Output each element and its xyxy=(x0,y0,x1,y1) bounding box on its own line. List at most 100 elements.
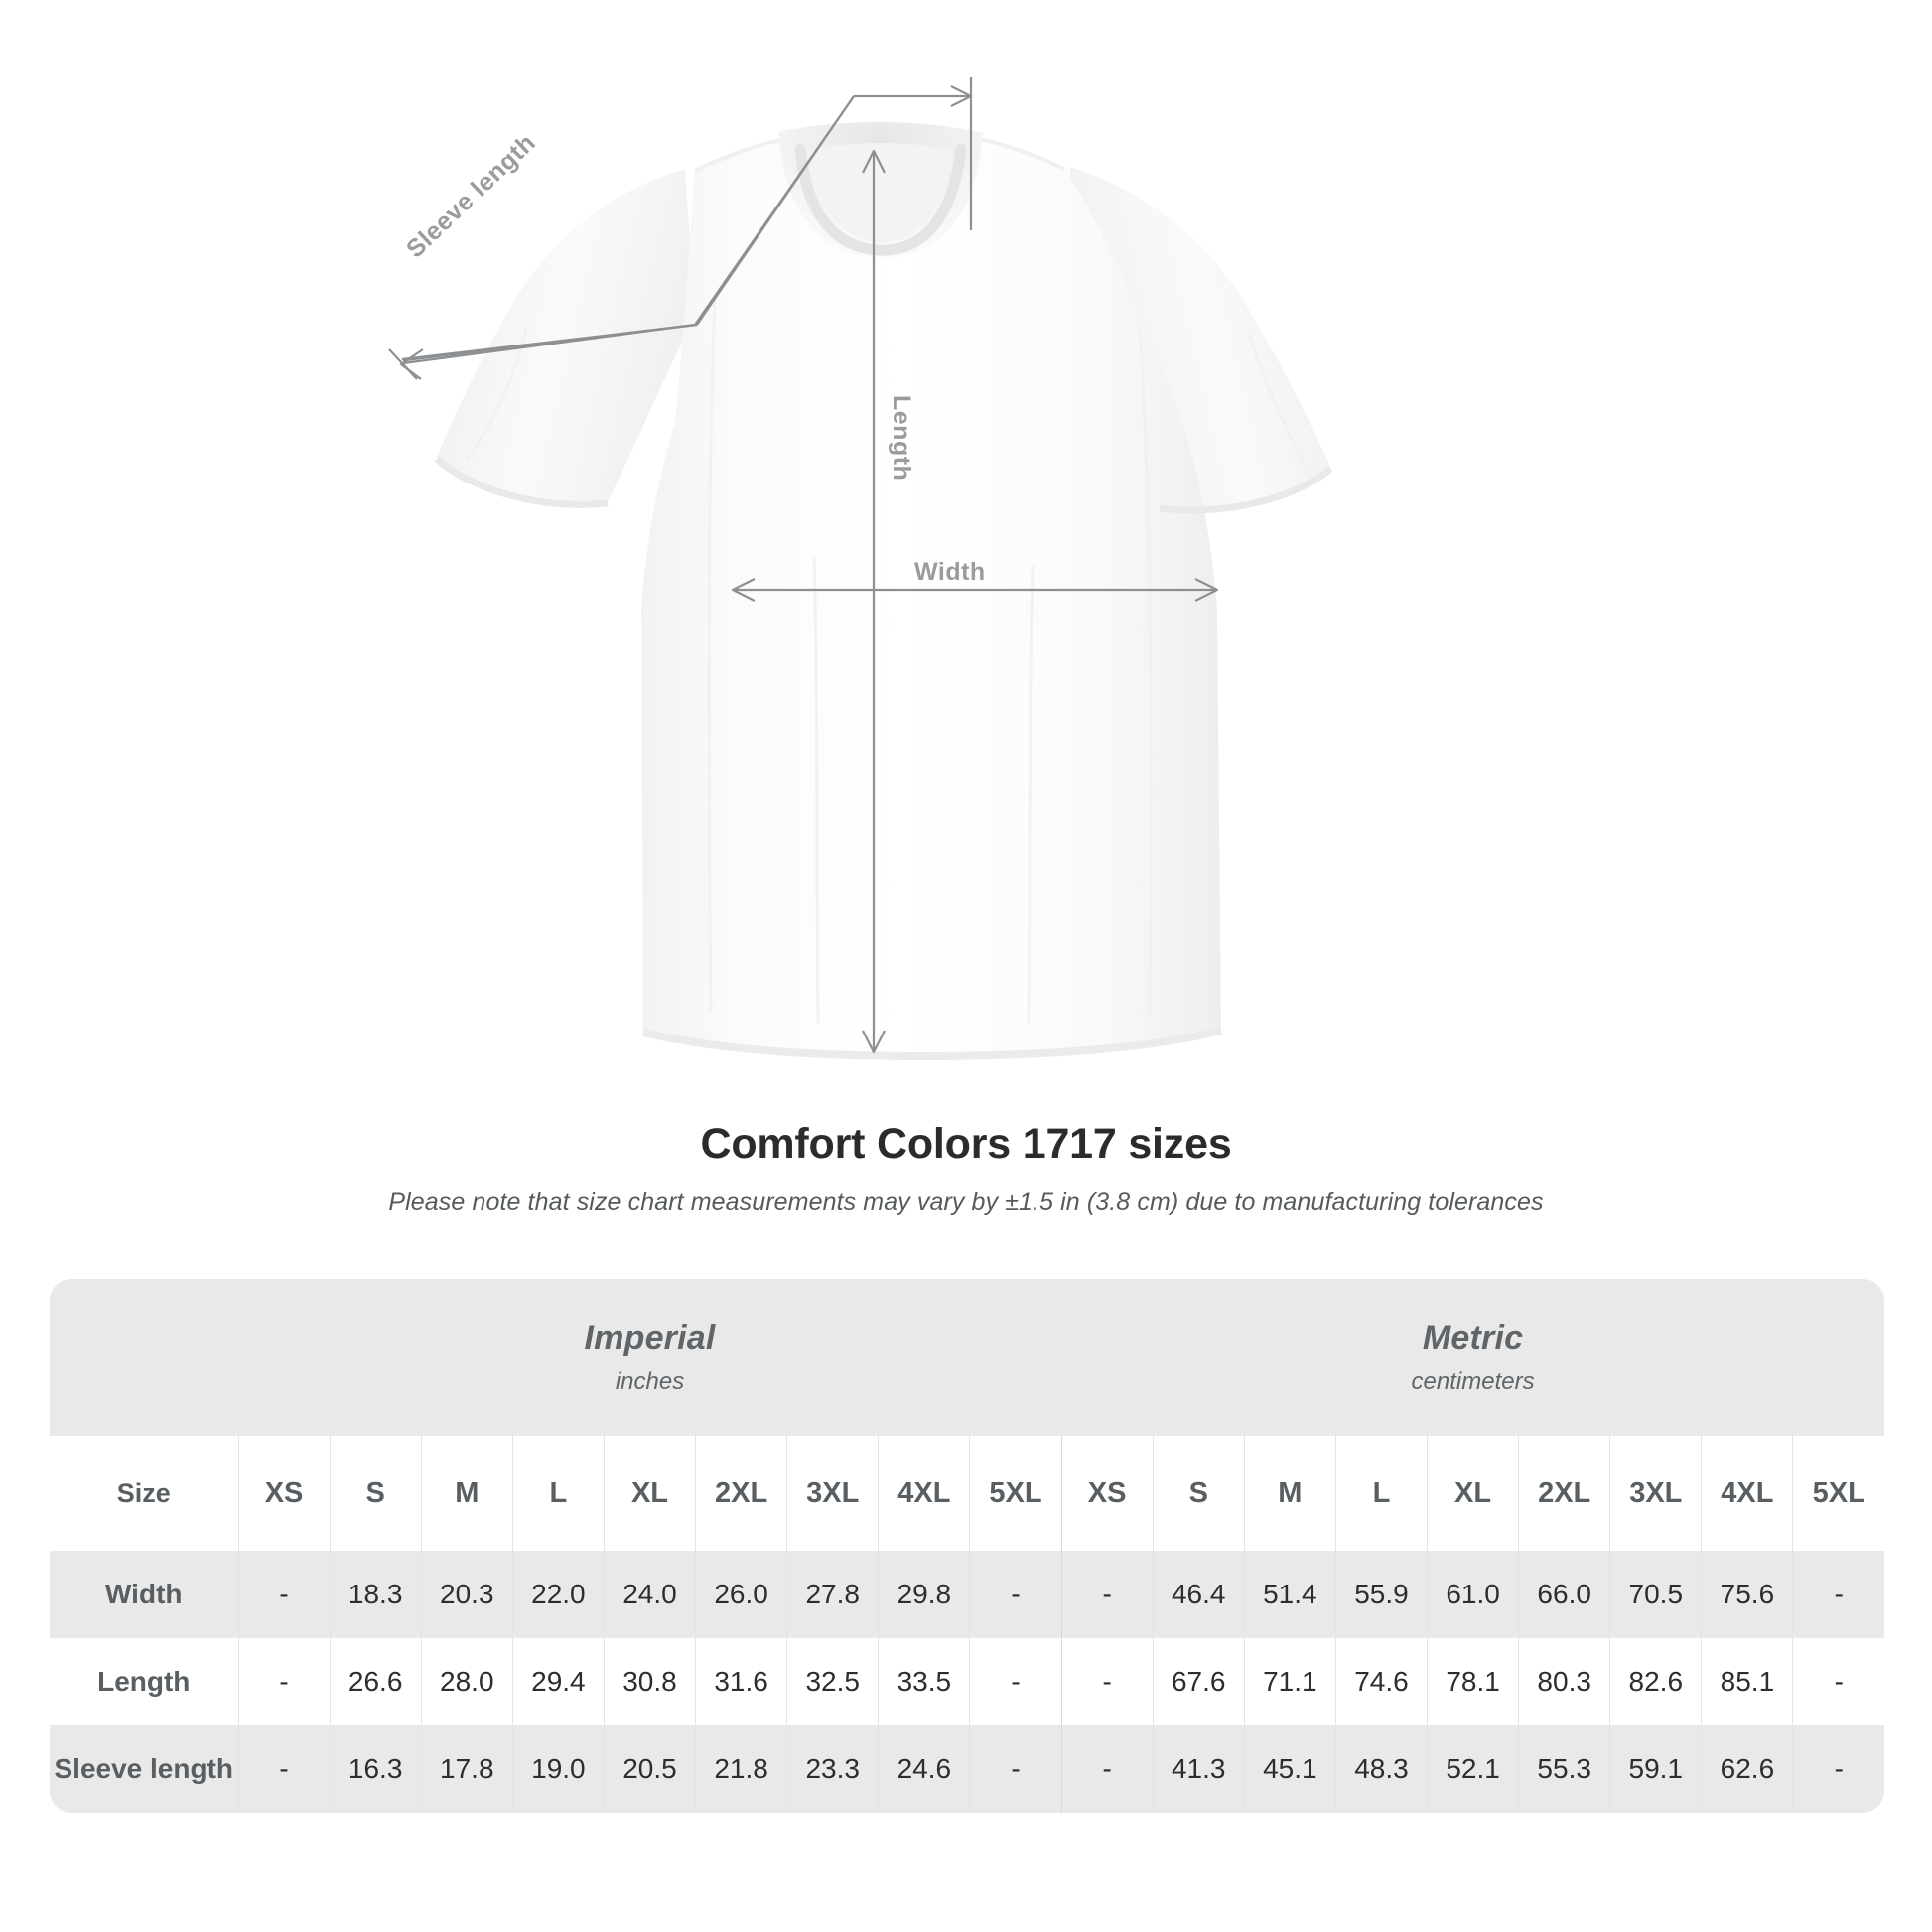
cell-width-imperial-2xl: 26.0 xyxy=(695,1551,787,1638)
size-header-metric-4xl: 4XL xyxy=(1701,1436,1793,1551)
cell-sleeve-length-imperial-2xl: 21.8 xyxy=(695,1725,787,1813)
table-row: Width -18.3 20.3 22.0 24.0 26.0 27.8 29.8- -46.4… xyxy=(50,1551,1885,1638)
cell-width-imperial-4xl: 29.8 xyxy=(878,1551,970,1638)
length-label: Length xyxy=(888,395,915,482)
cell-length-metric-2xl: 80.3 xyxy=(1518,1638,1610,1725)
size-header-imperial-4xl: 4XL xyxy=(878,1436,970,1551)
row-label-sleeve-length: Sleeve length xyxy=(50,1725,238,1813)
sleeve-length-dimension xyxy=(388,77,973,380)
cell-width-metric-m: 51.4 xyxy=(1243,1551,1336,1638)
unit-subtitle: inches xyxy=(615,1367,685,1395)
cell-width-metric-l: 55.9 xyxy=(1334,1551,1428,1638)
cell-width-imperial-m: 20.3 xyxy=(420,1551,513,1638)
cell-length-imperial-xs: - xyxy=(237,1638,331,1725)
size-table-container: Imperial inches Metric centimeters Size XS S M L… xyxy=(50,1279,1885,1813)
cell-length-imperial-5xl: - xyxy=(969,1638,1062,1725)
cell-length-metric-3xl: 82.6 xyxy=(1609,1638,1702,1725)
cell-width-imperial-s: 18.3 xyxy=(329,1551,422,1638)
table-row: Sleeve length -16.3 17.8 19.0 20.5 21.8 23.3 24… xyxy=(50,1725,1885,1813)
size-header-imperial-5xl: 5XL xyxy=(969,1436,1062,1551)
cell-sleeve-length-imperial-s: 16.3 xyxy=(329,1725,422,1813)
size-header-imperial-xs: XS xyxy=(237,1436,331,1551)
cell-length-imperial-s: 26.6 xyxy=(329,1638,422,1725)
cell-sleeve-length-metric-5xl: - xyxy=(1792,1725,1885,1813)
size-header-metric-xs: XS xyxy=(1060,1436,1154,1551)
cell-length-imperial-3xl: 32.5 xyxy=(786,1638,879,1725)
unit-name: Imperial xyxy=(584,1318,716,1357)
cell-width-imperial-l: 22.0 xyxy=(511,1551,605,1638)
cell-length-metric-s: 67.6 xyxy=(1152,1638,1245,1725)
size-header-metric-s: S xyxy=(1152,1436,1245,1551)
size-header-metric-3xl: 3XL xyxy=(1609,1436,1702,1551)
size-header-metric-2xl: 2XL xyxy=(1518,1436,1610,1551)
size-header-label: Size xyxy=(50,1436,238,1551)
measurement-annotations xyxy=(388,77,1219,1054)
cell-sleeve-length-imperial-xl: 20.5 xyxy=(603,1725,696,1813)
cell-length-metric-5xl: - xyxy=(1792,1638,1885,1725)
size-header-metric-xl: XL xyxy=(1427,1436,1519,1551)
cell-sleeve-length-metric-xl: 52.1 xyxy=(1427,1725,1519,1813)
cell-length-imperial-l: 29.4 xyxy=(511,1638,605,1725)
size-header-metric-5xl: 5XL xyxy=(1792,1436,1885,1551)
unit-header-row: Imperial inches Metric centimeters xyxy=(50,1279,1885,1436)
row-label-width: Width xyxy=(50,1551,238,1638)
width-dimension xyxy=(731,578,1219,602)
size-header-imperial-s: S xyxy=(329,1436,422,1551)
cell-length-imperial-2xl: 31.6 xyxy=(695,1638,787,1725)
cell-length-imperial-m: 28.0 xyxy=(420,1638,513,1725)
cell-width-imperial-xs: - xyxy=(237,1551,331,1638)
size-header-imperial-2xl: 2XL xyxy=(695,1436,787,1551)
table-row: Length -26.6 28.0 29.4 30.8 31.6 32.5 33.5- -67.… xyxy=(50,1638,1885,1725)
cell-sleeve-length-imperial-xs: - xyxy=(237,1725,331,1813)
cell-width-imperial-3xl: 27.8 xyxy=(786,1551,879,1638)
cell-sleeve-length-imperial-l: 19.0 xyxy=(511,1725,605,1813)
unit-group-imperial: Imperial inches xyxy=(238,1279,1062,1436)
cell-sleeve-length-imperial-m: 17.8 xyxy=(420,1725,513,1813)
unit-name: Metric xyxy=(1422,1318,1524,1357)
size-header-imperial-m: M xyxy=(420,1436,513,1551)
cell-length-imperial-xl: 30.8 xyxy=(603,1638,696,1725)
row-label-length: Length xyxy=(50,1638,238,1725)
cell-sleeve-length-imperial-4xl: 24.6 xyxy=(878,1725,970,1813)
cell-sleeve-length-imperial-5xl: - xyxy=(969,1725,1062,1813)
tolerance-note: Please note that size chart measurements… xyxy=(388,1188,1544,1217)
cell-length-metric-l: 74.6 xyxy=(1334,1638,1428,1725)
cell-width-metric-xl: 61.0 xyxy=(1427,1551,1519,1638)
unit-group-metric: Metric centimeters xyxy=(1061,1279,1885,1436)
size-header-metric-m: M xyxy=(1243,1436,1336,1551)
cell-length-metric-xl: 78.1 xyxy=(1427,1638,1519,1725)
cell-sleeve-length-metric-s: 41.3 xyxy=(1152,1725,1245,1813)
size-header-row: Size XS S M L XL 2XL 3XL 4XL 5XL XS S M L XL 2XL 3XL 4XL 5… xyxy=(50,1436,1885,1551)
cell-width-metric-xs: - xyxy=(1060,1551,1154,1638)
size-header-imperial-l: L xyxy=(511,1436,605,1551)
size-table: Imperial inches Metric centimeters Size XS S M L… xyxy=(50,1279,1885,1813)
cell-sleeve-length-imperial-3xl: 23.3 xyxy=(786,1725,879,1813)
width-label: Width xyxy=(914,558,986,586)
cell-sleeve-length-metric-4xl: 62.6 xyxy=(1701,1725,1793,1813)
cell-length-metric-m: 71.1 xyxy=(1243,1638,1336,1725)
tshirt-body-shape xyxy=(434,122,1333,1061)
cell-width-metric-2xl: 66.0 xyxy=(1518,1551,1610,1638)
unit-row-spacer xyxy=(50,1279,238,1436)
cell-sleeve-length-metric-xs: - xyxy=(1060,1725,1154,1813)
cell-width-metric-3xl: 70.5 xyxy=(1609,1551,1702,1638)
cell-length-metric-4xl: 85.1 xyxy=(1701,1638,1793,1725)
size-header-metric-l: L xyxy=(1334,1436,1428,1551)
length-dimension xyxy=(862,149,886,1054)
cell-width-imperial-5xl: - xyxy=(969,1551,1062,1638)
cell-sleeve-length-metric-m: 45.1 xyxy=(1243,1725,1336,1813)
cell-sleeve-length-metric-l: 48.3 xyxy=(1334,1725,1428,1813)
tshirt-diagram: Sleeve length Length Width xyxy=(388,77,1333,1061)
size-header-imperial-xl: XL xyxy=(603,1436,696,1551)
size-header-imperial-3xl: 3XL xyxy=(786,1436,879,1551)
cell-length-metric-xs: - xyxy=(1060,1638,1154,1725)
cell-sleeve-length-metric-2xl: 55.3 xyxy=(1518,1725,1610,1813)
cell-width-metric-5xl: - xyxy=(1792,1551,1885,1638)
cell-length-imperial-4xl: 33.5 xyxy=(878,1638,970,1725)
title-block: Comfort Colors 1717 sizes Please note th… xyxy=(0,1120,1932,1217)
cell-width-metric-s: 46.4 xyxy=(1152,1551,1245,1638)
unit-subtitle: centimeters xyxy=(1411,1367,1535,1395)
tshirt-illustration xyxy=(388,77,1333,1061)
cell-width-metric-4xl: 75.6 xyxy=(1701,1551,1793,1638)
